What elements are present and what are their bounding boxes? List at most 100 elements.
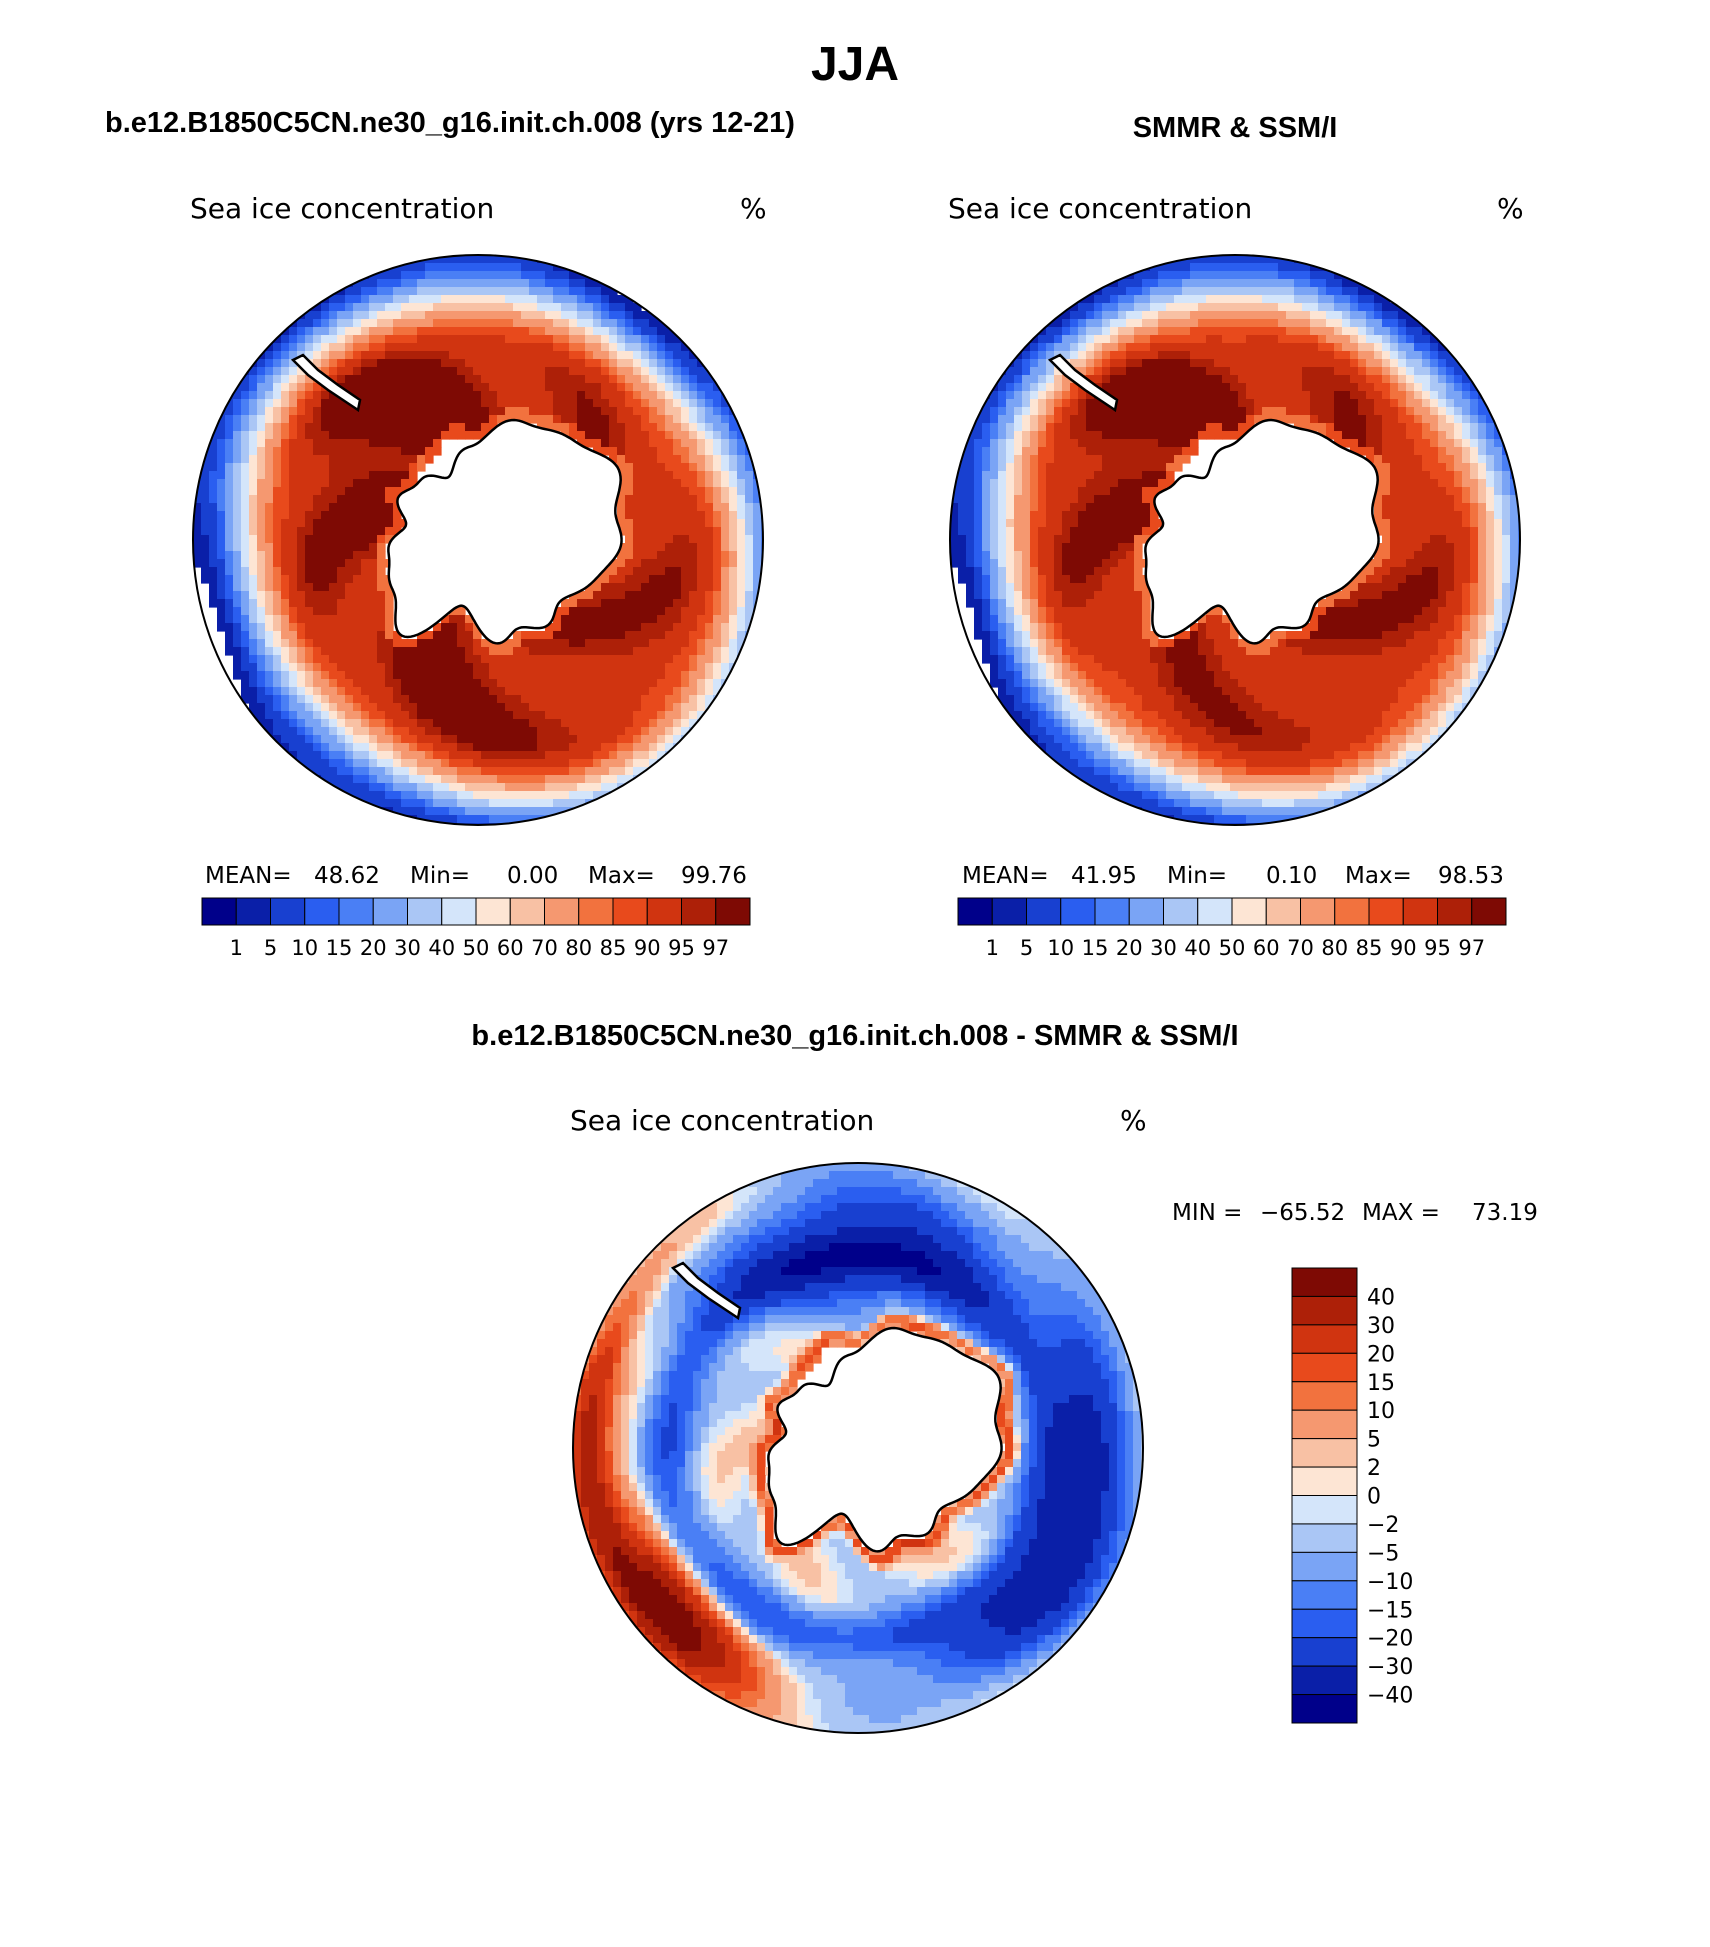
map-cell bbox=[1142, 415, 1151, 424]
map-cell bbox=[313, 695, 322, 704]
map-cell bbox=[401, 759, 410, 768]
map-cell bbox=[609, 599, 618, 608]
map-cell bbox=[257, 511, 266, 520]
map-cell bbox=[1062, 463, 1071, 472]
map-cell bbox=[457, 359, 466, 368]
map-cell bbox=[329, 463, 338, 472]
map-cell bbox=[345, 639, 354, 648]
map-cell bbox=[481, 327, 490, 336]
map-cell bbox=[1062, 327, 1071, 336]
map-cell bbox=[561, 271, 570, 280]
map-cell bbox=[1318, 375, 1327, 384]
map-cell bbox=[1054, 391, 1063, 400]
map-cell bbox=[401, 287, 410, 296]
map-cell bbox=[489, 647, 498, 656]
map-cell bbox=[1446, 359, 1455, 368]
map-cell bbox=[505, 303, 514, 312]
map-cell bbox=[337, 767, 346, 776]
map-cell bbox=[401, 375, 410, 384]
map-cell bbox=[305, 535, 314, 544]
map-cell bbox=[409, 687, 418, 696]
map-cell bbox=[1462, 391, 1471, 400]
map-cell bbox=[369, 343, 378, 352]
map-cell bbox=[481, 399, 490, 408]
map-cell bbox=[665, 511, 674, 520]
map-cell bbox=[617, 519, 626, 528]
map-cell bbox=[1214, 263, 1223, 272]
map-cell bbox=[649, 567, 658, 576]
map-cell bbox=[537, 671, 546, 680]
map-cell bbox=[473, 783, 482, 792]
map-cell bbox=[1198, 383, 1207, 392]
map-cell bbox=[289, 535, 298, 544]
map-cell bbox=[425, 447, 434, 456]
map-cell bbox=[465, 783, 474, 792]
map-cell bbox=[561, 783, 570, 792]
map-cell bbox=[1342, 415, 1351, 424]
map-cell bbox=[449, 319, 458, 328]
map-cell bbox=[1206, 327, 1215, 336]
map-cell bbox=[1246, 327, 1255, 336]
map-cell bbox=[1206, 303, 1215, 312]
map-cell bbox=[721, 383, 730, 392]
map-cell bbox=[409, 423, 418, 432]
map-cell bbox=[489, 703, 498, 712]
map-cell bbox=[689, 519, 698, 528]
map-cell bbox=[641, 479, 650, 488]
map-cell bbox=[641, 735, 650, 744]
map-cell bbox=[641, 495, 650, 504]
map-cell bbox=[529, 799, 538, 808]
map-cell bbox=[1478, 447, 1487, 456]
map-cell bbox=[289, 663, 298, 672]
map-cell bbox=[673, 703, 682, 712]
map-cell bbox=[489, 255, 498, 264]
map-cell bbox=[649, 767, 658, 776]
map-cell bbox=[353, 695, 362, 704]
map-cell bbox=[353, 479, 362, 488]
map-cell bbox=[393, 639, 402, 648]
map-cell bbox=[617, 727, 626, 736]
map-cell bbox=[982, 399, 991, 408]
map-cell bbox=[273, 623, 282, 632]
map-cell bbox=[521, 823, 530, 825]
map-cell bbox=[329, 431, 338, 440]
map-cell bbox=[673, 415, 682, 424]
map-cell bbox=[481, 311, 490, 320]
map-cell bbox=[617, 415, 626, 424]
map-cell bbox=[457, 375, 466, 384]
map-cell bbox=[297, 695, 306, 704]
map-cell bbox=[1110, 423, 1119, 432]
map-cell bbox=[281, 583, 290, 592]
map-cell bbox=[1262, 375, 1271, 384]
map-cell bbox=[561, 711, 570, 720]
colorbar-tick-label: 85 bbox=[600, 936, 627, 960]
map-cell bbox=[1406, 367, 1415, 376]
map-cell bbox=[1326, 311, 1335, 320]
map-cell bbox=[1070, 319, 1079, 328]
map-cell bbox=[249, 367, 258, 376]
map-cell bbox=[433, 295, 442, 304]
map-cell bbox=[369, 671, 378, 680]
map-cell bbox=[561, 703, 570, 712]
map-cell bbox=[1054, 471, 1063, 480]
map-cell bbox=[489, 807, 498, 816]
map-cell bbox=[601, 295, 610, 304]
map-cell bbox=[513, 335, 522, 344]
map-cell bbox=[1414, 447, 1423, 456]
map-cell bbox=[241, 487, 250, 496]
map-cell bbox=[1366, 343, 1375, 352]
map-cell bbox=[609, 415, 618, 424]
map-cell bbox=[1270, 271, 1279, 280]
map-cell bbox=[1366, 407, 1375, 416]
map-cell bbox=[273, 695, 282, 704]
map-cell bbox=[473, 767, 482, 776]
map-cell bbox=[1118, 415, 1127, 424]
map-cell bbox=[1014, 471, 1023, 480]
map-cell bbox=[713, 615, 722, 624]
map-cell bbox=[737, 559, 746, 568]
map-cell bbox=[305, 639, 314, 648]
map-cell bbox=[345, 679, 354, 688]
map-cell bbox=[489, 279, 498, 288]
map-cell bbox=[633, 343, 642, 352]
map-cell bbox=[265, 647, 274, 656]
